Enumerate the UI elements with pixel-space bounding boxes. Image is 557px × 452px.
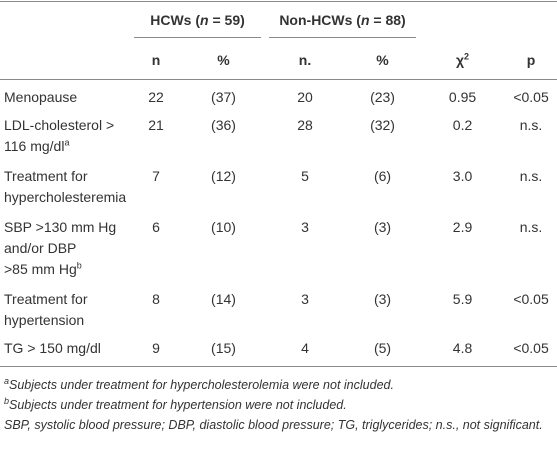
label-line: hypercholesteremia: [4, 189, 127, 205]
cell: (10): [211, 219, 236, 235]
table-body: Menopause 22 (37) 20 (23) 0.95 <0.05 LDL-choles…: [0, 80, 557, 367]
footnote-marker: b: [4, 395, 10, 406]
table-row: Menopause 22 (37) 20 (23) 0.95 <0.05: [0, 80, 557, 109]
footnote: aSubjects under treatment for hyperchole…: [4, 375, 553, 395]
cell: (12): [211, 168, 236, 184]
label-line: Menopause: [4, 89, 78, 105]
text: HCWs (: [150, 12, 201, 28]
label-line: hypertension: [4, 312, 85, 328]
subheader: χ2: [420, 40, 506, 80]
empty-cell: [0, 40, 130, 80]
subheader: n.: [265, 40, 346, 80]
row-label: TG > 150 mg/dl: [0, 331, 130, 367]
cell: 5.9: [452, 291, 473, 307]
table-row: SBP >130 mm Hg and/or DBP >85 mm Hgb 6 (10) 3…: [0, 210, 557, 282]
cell: 22: [148, 89, 164, 105]
footnote-marker: a: [4, 375, 10, 386]
superscript: 2: [464, 50, 470, 61]
cell: (6): [373, 168, 392, 184]
data-table: HCWs (n = 59) Non-HCWs (n = 88) n % n. %…: [0, 1, 557, 367]
group-label: HCWs (n = 59): [134, 4, 262, 38]
cell: 8: [152, 291, 160, 307]
subheader: %: [345, 40, 421, 80]
row-label: Menopause: [0, 80, 130, 109]
cell: n.s.: [519, 219, 543, 235]
subheader: n: [130, 40, 182, 80]
table-row: Treatment for hypertension 8 (14) 3 (3) 5.9 <0.…: [0, 282, 557, 331]
cell: (3): [373, 291, 392, 307]
footnote-text: Subjects under treatment for hypercholes…: [9, 378, 394, 392]
footnote-marker: a: [64, 137, 70, 148]
subheader: %: [182, 40, 266, 80]
table-header: HCWs (n = 59) Non-HCWs (n = 88) n % n. %…: [0, 2, 557, 80]
cell: 9: [130, 331, 182, 367]
cell: 0.2: [452, 117, 473, 133]
cell: 3: [301, 219, 309, 235]
label-line: TG > 150 mg/dl: [4, 340, 101, 356]
row-label: Treatment for hypercholesteremia: [0, 159, 130, 210]
label-line: SBP >130 mm Hg: [4, 219, 117, 235]
cell: 2.9: [452, 219, 473, 235]
footnotes: aSubjects under treatment for hyperchole…: [0, 367, 557, 435]
cell: 3: [301, 291, 309, 307]
table-row: TG > 150 mg/dl 9 (15) 4 (5) 4.8 <0.05: [0, 331, 557, 367]
cell: (3): [373, 219, 392, 235]
row-label: LDL-cholesterol > 116 mg/dla: [0, 108, 130, 159]
text: n: [360, 12, 370, 28]
label-line: and/or DBP: [4, 240, 77, 256]
cell: <0.05: [513, 291, 549, 307]
group-label: Non-HCWs (n = 88): [269, 4, 417, 38]
label-line: LDL-cholesterol >: [4, 117, 115, 133]
footnote: bSubjects under treatment for hypertensi…: [4, 395, 553, 415]
cell: n.s.: [519, 117, 543, 133]
cell: 7: [152, 168, 160, 184]
cell: 6: [152, 219, 160, 235]
cell: (32): [370, 117, 395, 133]
row-label: Treatment for hypertension: [0, 282, 130, 331]
cell: <0.05: [513, 89, 549, 105]
cell: (15): [182, 331, 266, 367]
empty-cell: [0, 2, 130, 41]
cell: 0.95: [448, 89, 477, 105]
cell: (37): [211, 89, 236, 105]
cell: 21: [148, 117, 164, 133]
text: Non-HCWs (: [279, 12, 361, 28]
group-header: Non-HCWs (n = 88): [265, 2, 420, 41]
cell: 20: [297, 89, 313, 105]
text: = 59): [208, 12, 245, 28]
cell: (36): [211, 117, 236, 133]
label-line: Treatment for: [4, 291, 88, 307]
footnote-text: Subjects under treatment for hypertensio…: [9, 398, 347, 412]
cell: 4: [265, 331, 346, 367]
group-header: HCWs (n = 59): [130, 2, 265, 41]
cell: 28: [297, 117, 313, 133]
subheader: p: [505, 40, 557, 80]
label-line: 116 mg/dl: [4, 138, 65, 154]
label-line: >85 mm Hg: [4, 261, 77, 277]
footnote-marker: b: [76, 260, 82, 271]
cell: 5: [301, 168, 309, 184]
cell: (23): [370, 89, 395, 105]
text: χ: [455, 51, 465, 68]
header-row: HCWs (n = 59) Non-HCWs (n = 88): [0, 2, 557, 41]
cell: 4.8: [420, 331, 506, 367]
cell: (14): [211, 291, 236, 307]
table-row: LDL-cholesterol > 116 mg/dla 21 (36) 28 (32) 0…: [0, 108, 557, 159]
empty-cell: [505, 2, 557, 41]
subheader-row: n % n. % χ2 p: [0, 40, 557, 80]
cell: (5): [345, 331, 421, 367]
cell: <0.05: [505, 331, 557, 367]
abbreviations: SBP, systolic blood pressure; DBP, diast…: [4, 418, 543, 432]
row-label: SBP >130 mm Hg and/or DBP >85 mm Hgb: [0, 210, 130, 282]
cell: n.s.: [519, 168, 543, 184]
text: n: [200, 12, 209, 28]
text: = 88): [369, 12, 406, 28]
label-line: Treatment for: [4, 168, 88, 184]
table-row: Treatment for hypercholesteremia 7 (12) 5 (6)…: [0, 159, 557, 210]
empty-cell: [420, 2, 505, 41]
cell: 3.0: [452, 168, 473, 184]
